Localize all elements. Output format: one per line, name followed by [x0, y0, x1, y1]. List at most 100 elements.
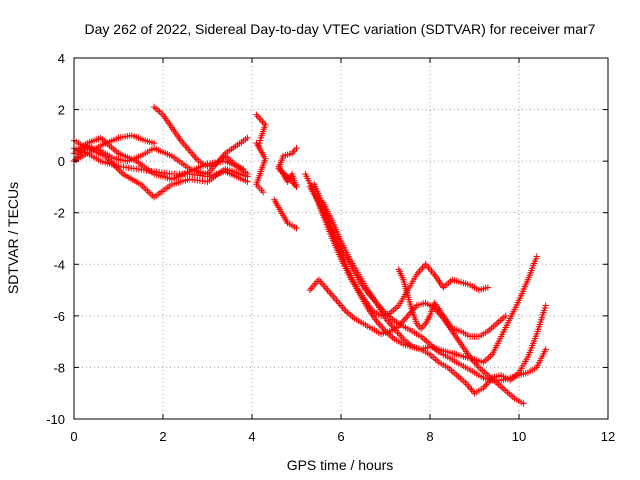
series-track-11: [306, 183, 492, 320]
data-point-marks: [431, 299, 446, 318]
data-point-marks: [253, 181, 265, 194]
series-track-16: [395, 266, 509, 340]
data-point-marks: [257, 116, 268, 127]
data-point-marks: [484, 321, 499, 335]
data-point-marks: [524, 333, 540, 361]
data-point-marks: [413, 300, 427, 309]
data-point-marks: [457, 341, 472, 359]
data-point: [502, 312, 509, 320]
data-point-marks: [409, 307, 420, 325]
data-point-marks: [373, 299, 388, 315]
data-point-marks: [97, 135, 120, 149]
data-point: [293, 224, 300, 232]
data-point-marks: [493, 379, 508, 393]
data-point-marks: [422, 261, 437, 277]
data-point-marks: [254, 168, 265, 186]
data-point-marks: [320, 199, 335, 222]
y-tick-label: 2: [58, 103, 65, 118]
data-point-marks: [328, 217, 344, 242]
data-point-marks: [302, 170, 317, 193]
data-point-marks: [440, 278, 454, 291]
series-track-7: [253, 111, 269, 149]
data-point-marks: [533, 348, 548, 371]
data-point-marks: [177, 137, 192, 153]
data-point-marks: [257, 147, 268, 160]
data-point-marks: [168, 176, 191, 188]
data-point-marks: [204, 161, 218, 170]
x-tick-label: 2: [159, 429, 166, 444]
data-point-marks: [373, 317, 388, 333]
data-point-marks: [404, 292, 415, 312]
data-point-marks: [328, 225, 344, 250]
data-point-marks: [315, 276, 330, 292]
data-point-marks: [369, 307, 382, 318]
data-point: [542, 302, 549, 309]
data-point-marks: [480, 352, 494, 366]
data-point-marks: [275, 154, 286, 173]
series-track-15: [306, 276, 527, 407]
data-point-marks: [256, 134, 265, 147]
data-point-marks: [84, 142, 102, 154]
data-point-marks: [409, 328, 423, 339]
data-point-marks: [150, 103, 165, 117]
data-point-marks: [449, 325, 463, 334]
data-point-marks: [440, 312, 455, 331]
data-point: [244, 134, 251, 142]
series-track-6: [150, 103, 251, 178]
data-point-marks: [444, 364, 459, 377]
data-point-marks: [489, 335, 504, 358]
data-point-marks: [337, 245, 352, 266]
series-track-14: [320, 199, 549, 384]
data-point-marks: [271, 196, 281, 209]
data-point-marks: [453, 359, 467, 370]
data-point-marks: [471, 386, 485, 397]
data-point-marks: [124, 153, 142, 165]
data-point-marks: [355, 271, 370, 292]
data-point-marks: [186, 165, 209, 177]
data-point-marks: [285, 175, 300, 191]
data-point-marks: [355, 289, 370, 310]
data-point: [542, 346, 549, 353]
data-point-marks: [342, 261, 357, 284]
data-point-marks: [417, 322, 428, 332]
data-point-marks: [386, 303, 401, 317]
data-point-marks: [386, 324, 400, 335]
data-point: [520, 400, 527, 407]
data-point-marks: [391, 335, 405, 347]
y-tick-label: 4: [58, 51, 65, 66]
data-point-marks: [466, 353, 481, 369]
y-tick-label: -4: [53, 257, 65, 272]
data-point-marks: [369, 325, 382, 336]
data-point-marks: [449, 276, 463, 285]
data-point-marks: [337, 237, 352, 261]
data-point-marks: [337, 255, 352, 279]
data-point-marks: [328, 235, 344, 260]
data-point-marks: [320, 212, 335, 240]
data-point-marks: [346, 255, 361, 276]
data-point-marks: [311, 188, 326, 217]
y-tick-label: -2: [53, 206, 65, 221]
data-point-marks: [475, 364, 490, 377]
data-point-marks: [435, 348, 449, 359]
data-point-marks: [515, 278, 531, 304]
data-point-marks: [435, 359, 449, 370]
x-tick-label: 4: [248, 429, 255, 444]
y-axis-label: SDTVAR / TECUs: [5, 182, 21, 294]
data-point-marks: [324, 286, 339, 302]
data-point-marks: [364, 304, 379, 323]
y-tick-label: -6: [53, 309, 65, 324]
data-point-marks: [284, 219, 293, 228]
data-point-marks: [417, 346, 431, 357]
series-track-13: [302, 170, 549, 397]
data-point-marks: [168, 152, 191, 171]
x-tick-label: 12: [601, 429, 615, 444]
data-point-marks: [119, 170, 142, 187]
chart-ticks: 0 2 4 6 8 10 12 -10 -8 -6 -4 -2 0 2 4: [46, 51, 615, 444]
data-point-marks: [351, 279, 366, 299]
data-point-marks: [279, 150, 293, 160]
data-point-marks: [186, 147, 201, 163]
y-tick-label: -8: [53, 360, 65, 375]
data-point-marks: [444, 348, 458, 358]
data-point-marks: [475, 329, 489, 340]
data-point-marks: [150, 182, 174, 201]
